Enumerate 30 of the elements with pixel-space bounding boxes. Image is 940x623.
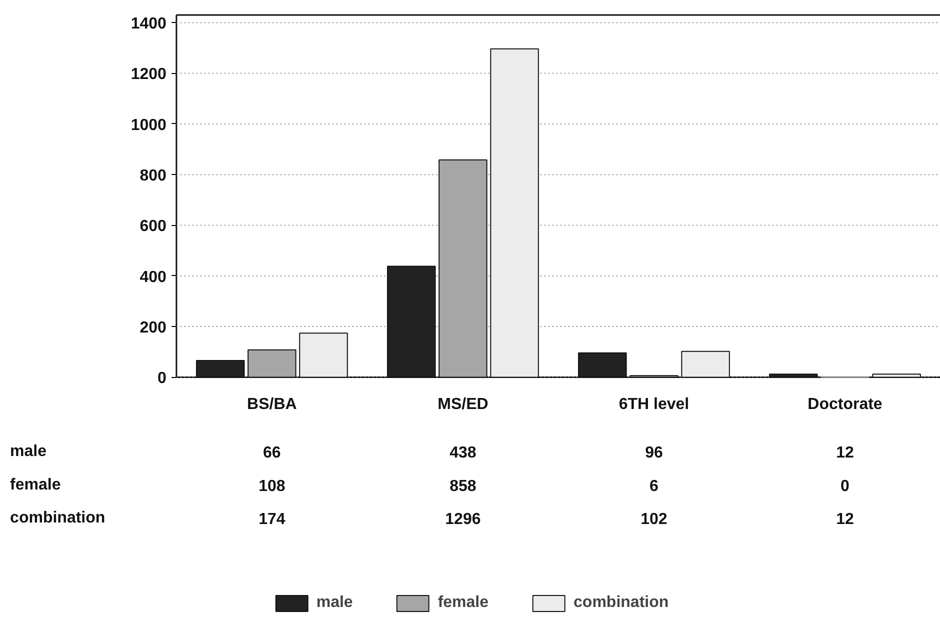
data-label: 66 <box>263 444 281 462</box>
y-tick-label: 1000 <box>130 116 167 134</box>
y-tick-label: 600 <box>140 218 167 236</box>
x-tick-label: Doctorate <box>808 396 882 413</box>
text: male <box>10 442 47 460</box>
y-tick-label: 800 <box>140 168 167 185</box>
data-label: 0 <box>840 478 850 495</box>
text: combination <box>10 510 106 527</box>
data-label: 6 <box>650 478 659 495</box>
data-label: 108 <box>258 478 286 495</box>
y-tick-label: 200 <box>140 320 167 337</box>
data-label: 12 <box>836 511 854 528</box>
legend-label: combination <box>574 594 669 612</box>
data-label: 102 <box>640 511 668 528</box>
data-label: 96 <box>645 444 663 462</box>
x-tick-label: 6TH level <box>618 396 690 413</box>
data-label: 438 <box>450 444 476 462</box>
y-tick-label: 0 <box>158 370 167 388</box>
x-tick-label: BS/BA <box>247 396 298 413</box>
x-tick-label: MS/ED <box>438 396 488 413</box>
data-label: 1296 <box>445 511 481 528</box>
legend-label: male <box>316 594 353 612</box>
data-label: 12 <box>836 444 854 462</box>
y-tick-label: 400 <box>140 268 167 286</box>
y-tick-label: 1200 <box>130 66 167 84</box>
legend-label: female <box>438 594 489 612</box>
y-tick-label: 1400 <box>130 16 167 33</box>
text: female <box>10 476 61 494</box>
data-label: 858 <box>450 478 476 495</box>
data-label: 174 <box>258 511 286 528</box>
